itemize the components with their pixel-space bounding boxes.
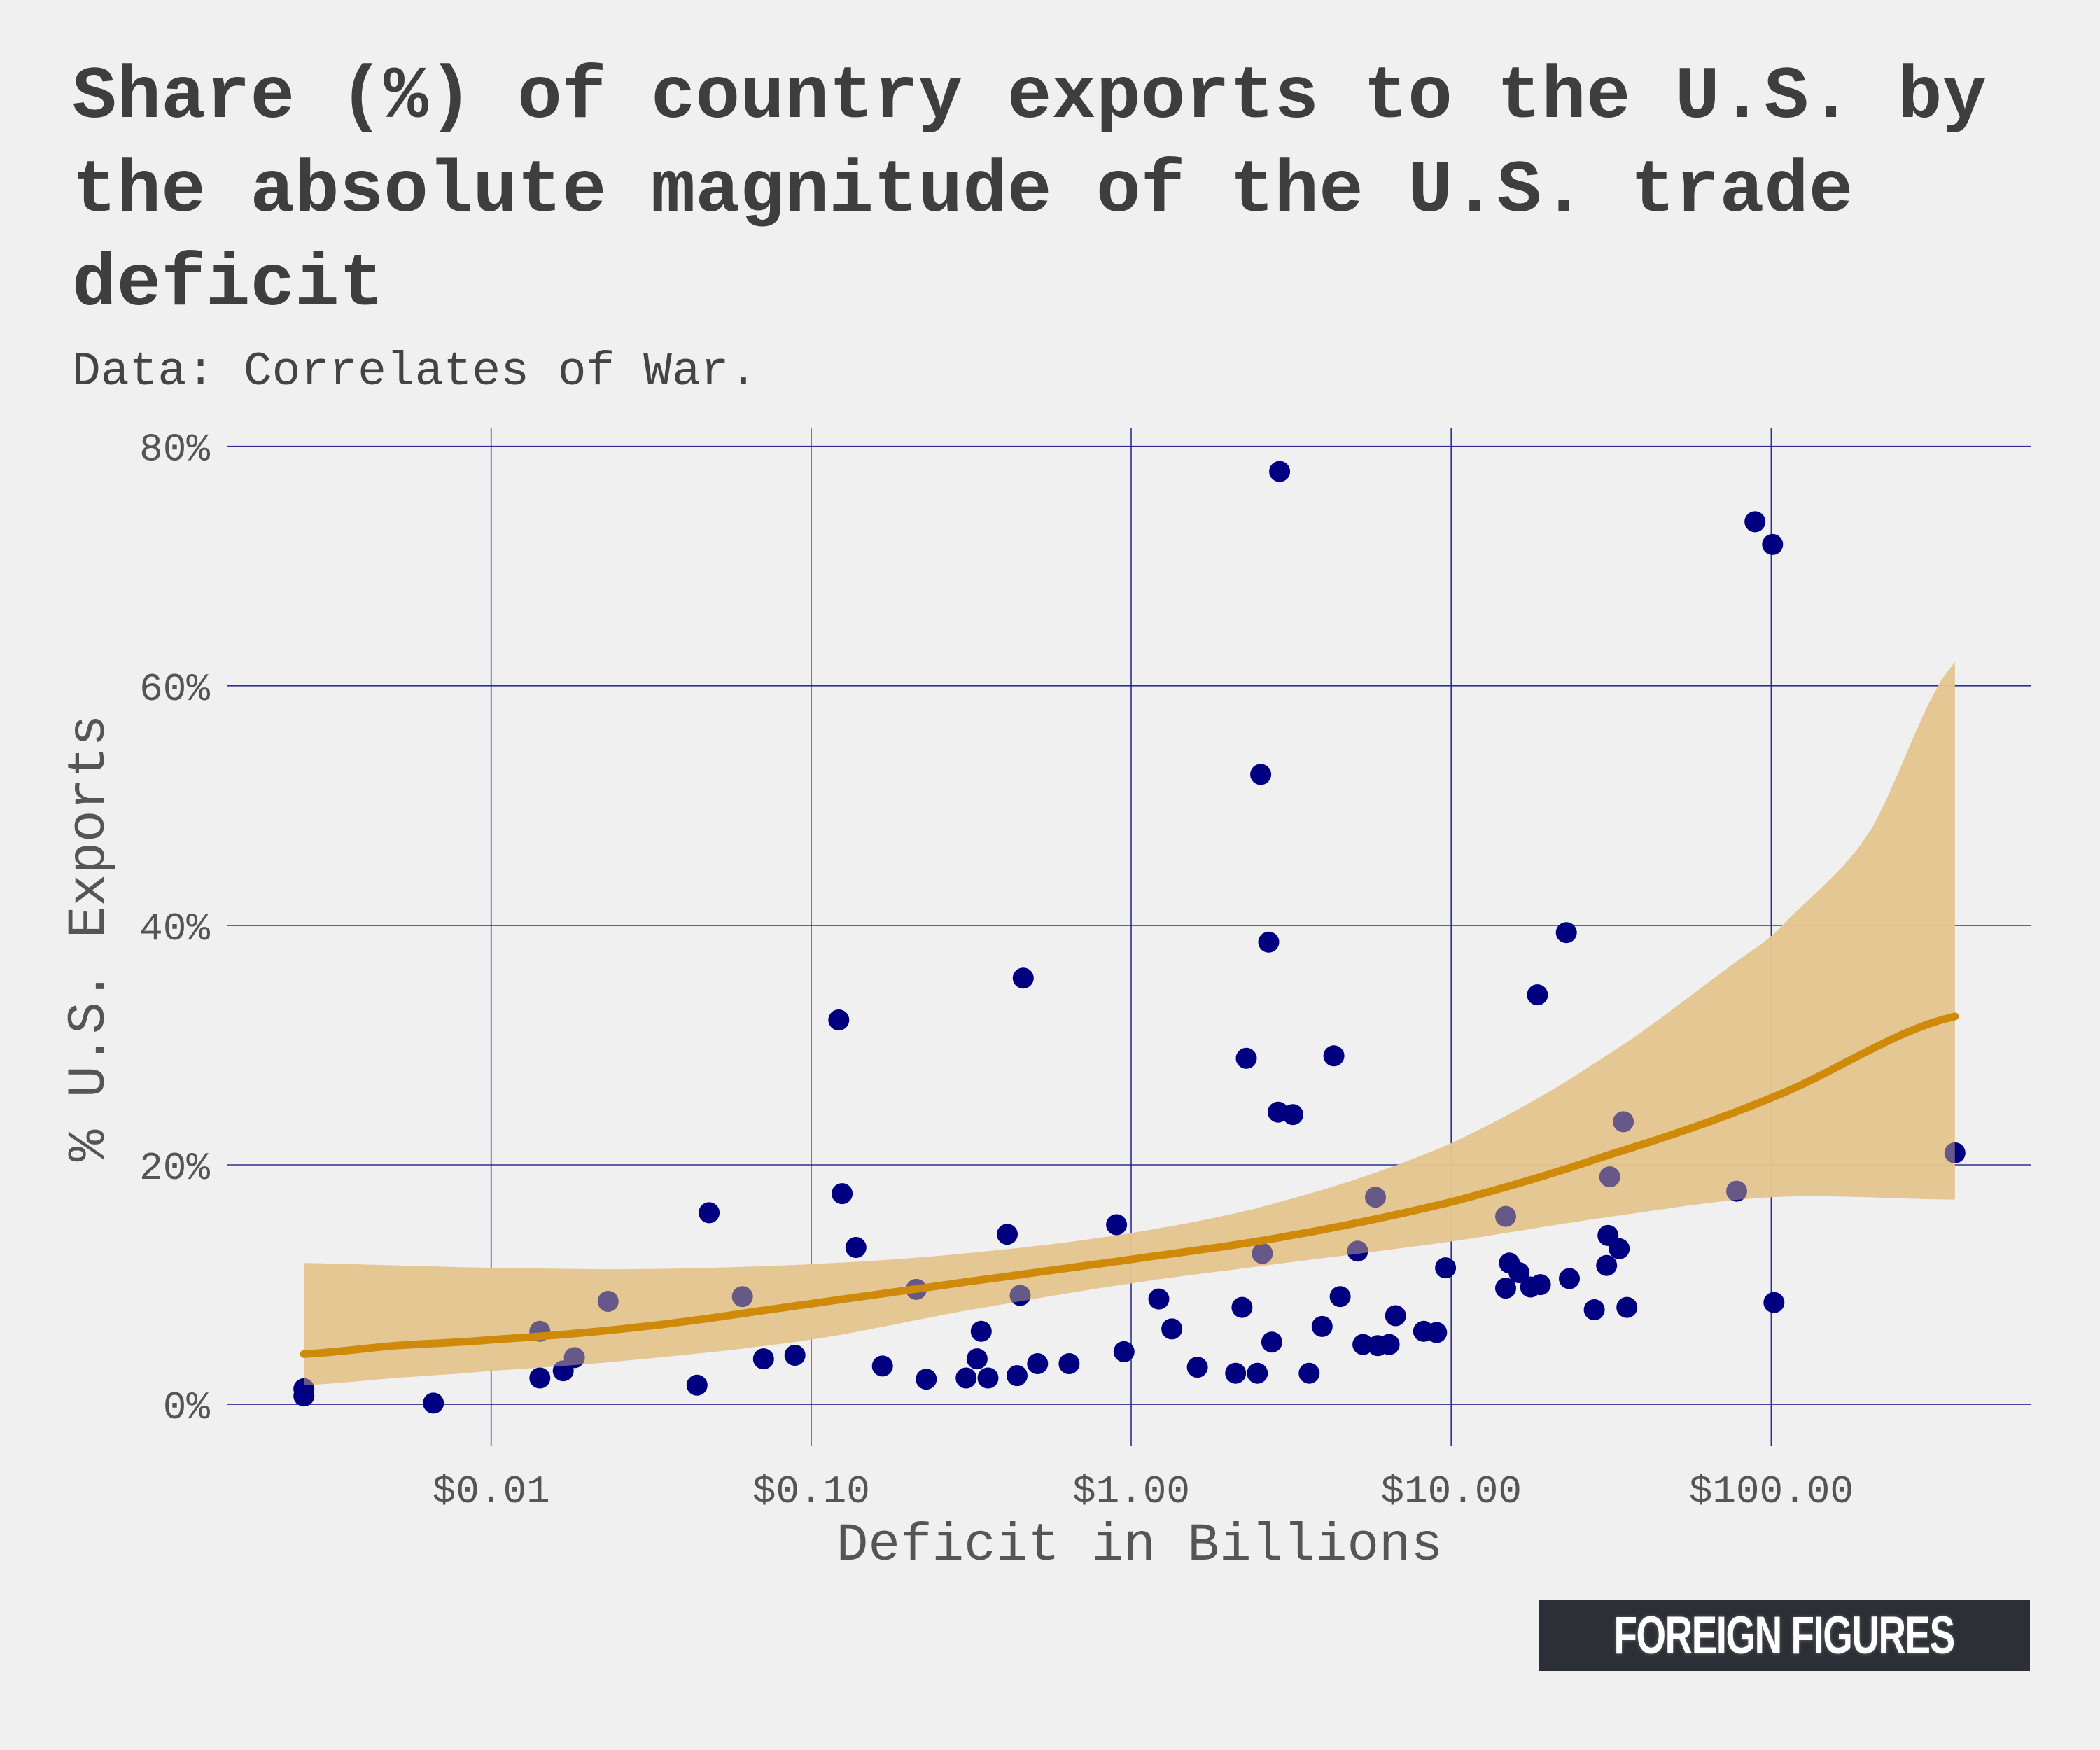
data-point xyxy=(832,1183,853,1205)
x-tick-label: $100.00 xyxy=(1689,1469,1854,1514)
data-point xyxy=(1527,984,1548,1006)
data-point xyxy=(970,1320,992,1342)
data-point xyxy=(423,1392,444,1414)
data-point xyxy=(1282,1104,1303,1126)
data-point xyxy=(1378,1334,1400,1355)
confidence-band-overlay xyxy=(304,662,1955,1385)
data-point xyxy=(1530,1274,1551,1296)
data-point xyxy=(1385,1305,1406,1326)
data-point xyxy=(1252,1242,1273,1264)
data-point xyxy=(1329,1286,1351,1308)
data-point xyxy=(1225,1362,1247,1384)
data-point xyxy=(529,1367,551,1389)
y-tick-label: 80% xyxy=(139,428,210,472)
brand-logo-text: FOREIGN FIGURES xyxy=(1614,1605,1956,1665)
x-axis-tick-labels: $0.01 $0.10 $1.00 $10.00 $100.00 xyxy=(433,1469,1854,1514)
data-point xyxy=(1113,1340,1135,1362)
data-point xyxy=(1555,922,1577,944)
chart-subtitle: Data: Correlates of War. xyxy=(72,345,758,399)
y-tick-label: 20% xyxy=(139,1146,210,1191)
confidence-band xyxy=(304,662,1955,1385)
data-point xyxy=(1007,1365,1028,1387)
data-point xyxy=(564,1347,585,1368)
x-tick-label: $10.00 xyxy=(1380,1469,1522,1514)
data-point xyxy=(1148,1288,1170,1310)
data-point xyxy=(1726,1180,1747,1202)
x-tick-label: $1.00 xyxy=(1072,1469,1190,1514)
data-point xyxy=(1613,1111,1634,1133)
data-point xyxy=(966,1348,988,1370)
data-point xyxy=(1258,931,1280,953)
data-point xyxy=(293,1385,315,1407)
data-point xyxy=(955,1367,977,1389)
data-point xyxy=(1744,511,1766,533)
data-point xyxy=(1616,1296,1638,1318)
x-tick-label: $0.01 xyxy=(433,1469,550,1514)
data-point xyxy=(845,1237,867,1258)
data-point xyxy=(997,1224,1018,1245)
data-point xyxy=(1495,1278,1516,1299)
data-point xyxy=(872,1355,893,1377)
data-point xyxy=(1058,1353,1080,1374)
data-point xyxy=(1012,967,1034,989)
data-point xyxy=(1435,1257,1457,1279)
data-point xyxy=(1596,1254,1618,1276)
data-point xyxy=(1311,1315,1333,1337)
data-point xyxy=(977,1367,999,1389)
y-tick-label: 0% xyxy=(163,1385,211,1430)
data-point xyxy=(1236,1047,1257,1069)
data-point xyxy=(1009,1284,1031,1306)
data-point xyxy=(1269,461,1291,482)
data-point xyxy=(1763,1292,1785,1313)
data-point xyxy=(1599,1166,1620,1188)
data-point xyxy=(1247,1362,1268,1384)
x-axis-label: Deficit in Billions xyxy=(836,1516,1443,1576)
data-point xyxy=(1323,1045,1345,1067)
data-point xyxy=(686,1374,708,1396)
data-point xyxy=(828,1009,850,1030)
data-point xyxy=(732,1286,753,1308)
data-point xyxy=(1231,1296,1253,1318)
data-point xyxy=(784,1345,806,1366)
data-point xyxy=(1298,1362,1320,1384)
data-point xyxy=(1583,1299,1605,1320)
data-point xyxy=(752,1348,774,1370)
y-axis-tick-labels: 0% 20% 40% 60% 80% xyxy=(139,428,210,1430)
data-point xyxy=(1944,1142,1966,1163)
fit-line xyxy=(300,1012,1959,1358)
y-axis-label: % U.S. Exports xyxy=(59,715,120,1162)
data-point xyxy=(1508,1262,1530,1283)
data-point xyxy=(1495,1205,1516,1227)
data-point xyxy=(1027,1353,1049,1374)
chart-title: Share (%) of country exports to the U.S.… xyxy=(72,55,1987,327)
data-point xyxy=(1762,533,1784,555)
data-point xyxy=(916,1368,937,1390)
x-tick-label: $0.10 xyxy=(752,1469,870,1514)
confidence-band-layer xyxy=(304,662,1955,1385)
data-point xyxy=(1426,1322,1448,1343)
data-point xyxy=(699,1202,720,1224)
data-point xyxy=(1559,1268,1580,1289)
data-point xyxy=(1347,1240,1368,1262)
data-point xyxy=(1365,1186,1386,1208)
y-tick-label: 60% xyxy=(139,667,210,712)
data-point xyxy=(597,1291,619,1312)
data-point xyxy=(1250,764,1272,785)
points-layer xyxy=(293,461,1966,1414)
data-point xyxy=(1106,1214,1128,1236)
data-point xyxy=(1161,1318,1183,1340)
data-point xyxy=(1609,1238,1630,1259)
data-point xyxy=(1186,1357,1208,1378)
data-point xyxy=(1261,1331,1282,1353)
y-tick-label: 40% xyxy=(139,906,210,951)
brand-logo: FOREIGN FIGURES xyxy=(1539,1600,2030,1671)
